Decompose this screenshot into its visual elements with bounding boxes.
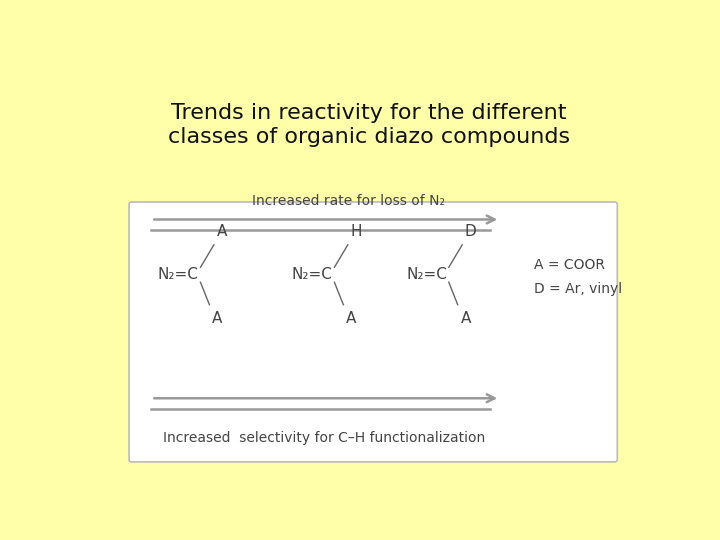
Text: Increased rate for loss of N₂: Increased rate for loss of N₂ xyxy=(252,194,445,208)
Text: A: A xyxy=(461,311,471,326)
Text: H: H xyxy=(351,224,362,239)
FancyBboxPatch shape xyxy=(129,202,617,462)
Text: Increased  selectivity for C–H functionalization: Increased selectivity for C–H functional… xyxy=(163,431,485,445)
Text: A: A xyxy=(346,311,356,326)
Text: A: A xyxy=(212,311,222,326)
Text: A: A xyxy=(217,224,227,239)
Text: A = COOR
D = Ar, vinyl: A = COOR D = Ar, vinyl xyxy=(534,258,622,296)
Text: N₂=C: N₂=C xyxy=(158,267,199,282)
Text: D: D xyxy=(465,224,477,239)
Text: Trends in reactivity for the different
classes of organic diazo compounds: Trends in reactivity for the different c… xyxy=(168,104,570,147)
Text: N₂=C: N₂=C xyxy=(292,267,333,282)
Text: N₂=C: N₂=C xyxy=(406,267,447,282)
